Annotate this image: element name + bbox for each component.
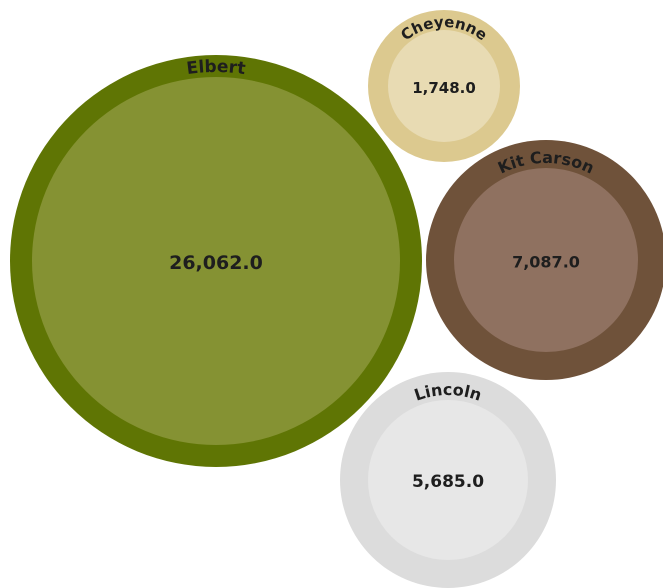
bubble-value-label: 1,748.0	[412, 79, 476, 97]
bubble-inner-disc	[32, 77, 400, 445]
bubble-inner-disc	[368, 400, 528, 560]
bubble-elbert: Elbert 26,062.0	[10, 55, 422, 467]
bubble-value-label: 5,685.0	[412, 472, 484, 492]
bubble-inner-disc	[454, 168, 638, 352]
bubble-name-label: Elbert	[185, 57, 246, 79]
bubble-value-label: 26,062.0	[169, 252, 263, 274]
bubble-value-label: 7,087.0	[512, 253, 580, 272]
bubble-inner-disc	[388, 30, 500, 142]
